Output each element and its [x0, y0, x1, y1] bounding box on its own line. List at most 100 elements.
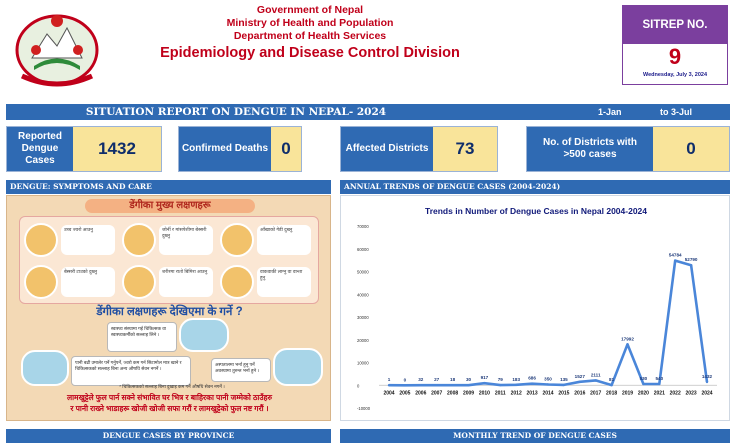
data-point: [578, 380, 581, 383]
data-point: [467, 383, 470, 387]
symptom-item: उच्च ज्वरो आउनु: [24, 221, 120, 259]
care-advice-hospital: अस्पतालमा भर्ना हुनु पर्ने अवस्थामा तुरु…: [211, 358, 271, 382]
symptom-text: शरीरमा रातो बिमिरा आउनु: [159, 267, 213, 297]
symptoms-heading: डेंगीका मुख्य लक्षणहरू: [85, 199, 255, 213]
nepal-emblem-icon: [15, 14, 99, 87]
headache-icon: [24, 265, 58, 299]
division-name: Epidemiology and Disease Control Divisio…: [160, 45, 460, 61]
section-monthly-header: MONTHLY TREND OF DENGUE CASES: [340, 429, 730, 443]
x-tick-label: 2022: [670, 390, 681, 396]
symptom-text: वाकवाकी लाग्नु वा वान्ता हुनु: [257, 267, 311, 297]
stat-districts-over-500: No. of Districts with >500 cases 0: [526, 126, 730, 172]
section-trends-header: ANNUAL TRENDS OF DENGUE CASES (2004-2024…: [340, 180, 730, 194]
data-point: [419, 383, 422, 387]
data-point: [689, 263, 693, 267]
data-point: [403, 384, 407, 387]
x-tick-label: 2006: [415, 390, 426, 396]
data-label: 30: [466, 377, 472, 382]
data-point: [674, 259, 677, 262]
stat-value: 1432: [73, 127, 161, 171]
data-point: [642, 382, 645, 386]
data-label: 17992: [621, 336, 634, 341]
fever-icon: [24, 223, 58, 257]
x-tick-label: 2010: [479, 390, 490, 396]
data-label: 1432: [702, 374, 713, 379]
care-advice-doctor: स्वास्थ्य संस्थामा गई चिकित्सक वा स्वास्…: [107, 322, 177, 352]
symptom-text: आँखाको गेडी दुख्नु: [257, 225, 311, 255]
sitrep-label: SITREP NO.: [623, 6, 727, 44]
joint-pain-icon: [122, 223, 156, 257]
x-tick-label: 2011: [495, 390, 506, 396]
x-tick-label: 2016: [574, 390, 585, 396]
data-label: 54784: [669, 253, 682, 258]
x-tick-label: 2009: [463, 390, 474, 396]
data-label: 540: [655, 376, 663, 381]
x-tick-label: 2007: [431, 390, 442, 396]
data-point: [435, 383, 438, 387]
footer-line-2: र पानी राख्ने भाडाहरू खोजी खोजी सफा गरौं…: [70, 404, 269, 413]
x-tick-label: 2017: [590, 390, 601, 396]
stat-value: 0: [271, 127, 301, 171]
data-point: [515, 383, 518, 387]
symptoms-infographic: डेंगीका मुख्य लक्षणहरू उच्च ज्वरो आउनु ज…: [6, 195, 331, 421]
y-tick-label: 30000: [357, 315, 369, 320]
data-label: 81: [609, 377, 615, 382]
y-tick-label: -10000: [357, 406, 371, 411]
data-point: [626, 343, 629, 346]
department-name: Department of Health Services: [233, 30, 387, 42]
x-tick-label: 2024: [701, 390, 712, 396]
date-to: to 3-Jul: [660, 107, 693, 117]
data-point: [530, 382, 534, 385]
report-title: SITUATION REPORT ON DENGUE IN NEPAL- 202…: [85, 106, 387, 118]
x-tick-label: 2004: [383, 390, 394, 396]
care-advice-medicine: पानी बढी उमालेर पर्ने गर्नुपर्ने, ज्वरो …: [71, 356, 191, 386]
sitrep-number: 9: [668, 44, 682, 69]
data-label: 686: [528, 376, 536, 381]
section-symptoms-header: DENGUE: SYMPTOMS AND CARE: [6, 180, 331, 194]
medicine-icon: [21, 350, 69, 386]
data-point: [658, 382, 661, 386]
stat-confirmed-deaths: Confirmed Deaths 0: [178, 126, 302, 172]
stat-label: Affected Districts: [341, 127, 433, 171]
y-tick-label: 70000: [357, 224, 369, 229]
date-from: 1-Jan: [598, 107, 622, 117]
rash-icon: [122, 265, 156, 299]
symptom-item: शरीरमा रातो बिमिरा आउनु: [122, 263, 218, 301]
x-tick-label: 2012: [511, 390, 522, 396]
report-header: Government of Nepal Ministry of Health a…: [0, 0, 736, 92]
symptom-item: वाकवाकी लाग्नु वा वान्ता हुनु: [220, 263, 316, 301]
data-label: 135: [560, 377, 568, 382]
chart-title: Trends in Number of Dengue Cases in Nepa…: [424, 206, 648, 216]
data-point: [387, 384, 391, 387]
symptoms-grid: उच्च ज्वरो आउनु जोर्नी र मांसपेशीमा बेस्…: [19, 216, 319, 304]
y-tick-label: 10000: [357, 361, 369, 366]
y-tick-label: 40000: [357, 292, 369, 297]
data-label: 183: [512, 377, 520, 382]
sitrep-date: Wednesday, July 3, 2024: [643, 72, 707, 78]
data-label: 350: [544, 376, 552, 381]
symptom-text: जोर्नी र मांसपेशीमा बेस्सरी दुख्नु: [159, 225, 213, 255]
data-label: 917: [481, 375, 489, 380]
x-tick-label: 2015: [558, 390, 569, 396]
stat-affected-districts: Affected Districts 73: [340, 126, 498, 172]
data-label: 18: [450, 377, 456, 382]
footer-line-1: लामखुट्टेले फुल पार्न सक्ने संभावित घर भ…: [66, 393, 273, 402]
care-note: * चिकित्सकको सल्लाह बिना दुखाइ कम गर्ने …: [119, 384, 225, 389]
data-label: 32: [418, 377, 424, 382]
x-tick-label: 2020: [638, 390, 649, 396]
symptom-item: आँखाको गेडी दुख्नु: [220, 221, 316, 259]
data-label: 1527: [575, 374, 586, 379]
x-tick-label: 2005: [399, 390, 410, 396]
gov-name: Government of Nepal: [256, 4, 364, 16]
data-label: 2111: [591, 372, 601, 377]
annual-trend-chart: Trends in Number of Dengue Cases in Nepa…: [340, 195, 730, 421]
series-line: [388, 259, 709, 387]
data-label: 27: [434, 377, 440, 382]
data-point: [499, 383, 502, 387]
symptom-item: जोर्नी र मांसपेशीमा बेस्सरी दुख्नु: [122, 221, 218, 259]
x-tick-label: 2021: [654, 390, 665, 396]
data-point: [483, 381, 486, 385]
y-tick-label: 60000: [357, 247, 369, 252]
y-tick-label: 50000: [357, 270, 369, 275]
stat-label: Reported Dengue Cases: [7, 127, 73, 171]
